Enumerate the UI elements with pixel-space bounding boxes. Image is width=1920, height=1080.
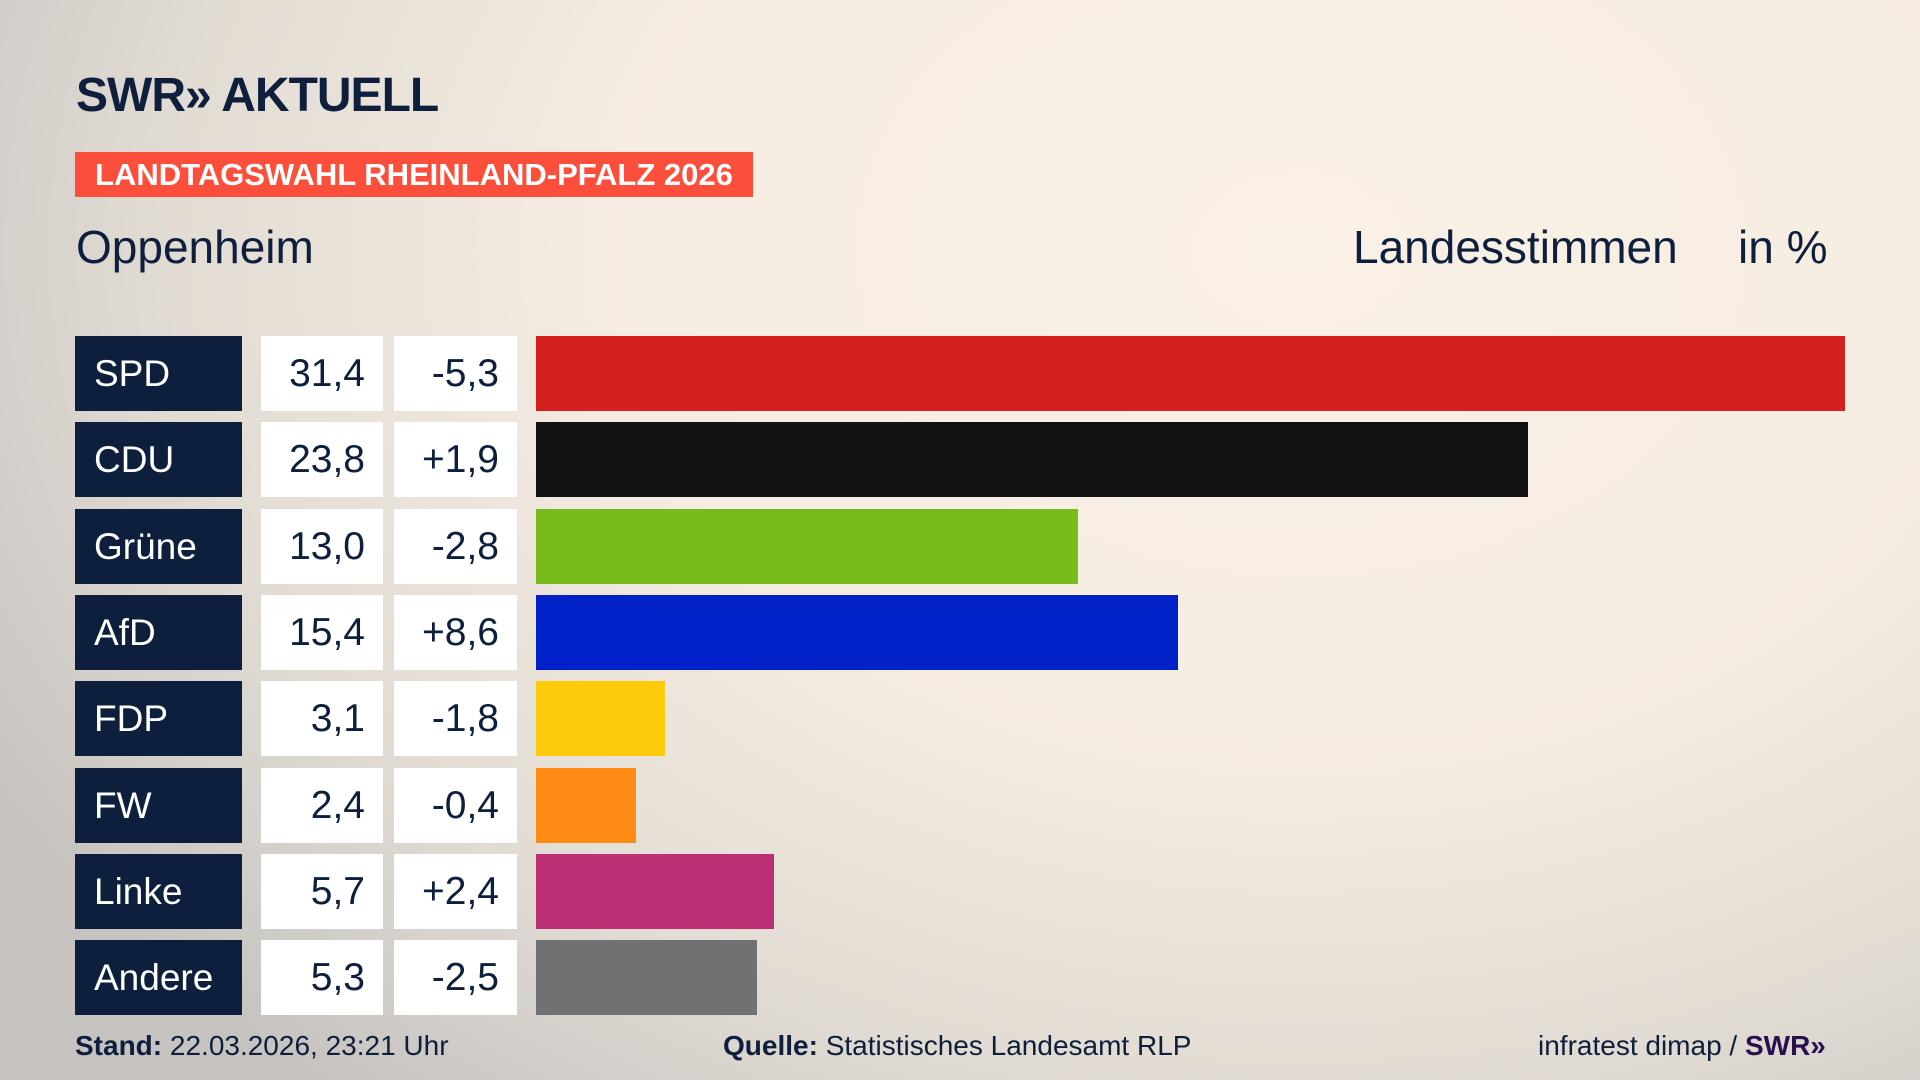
vote-type-label: Landesstimmen [1353,221,1678,273]
value-label: 31,4 [261,336,383,411]
bar [536,940,757,1016]
bar [536,767,637,843]
value-label: 5,3 [261,940,383,1016]
diff-label: -2,5 [394,940,517,1016]
party-label: Andere [75,940,242,1016]
chart-row: Andere 5,3 -2,5 [75,940,1875,1016]
credit: infratest dimap / SWR» [1538,1030,1826,1062]
value-label: 2,4 [261,767,383,843]
bar [536,681,666,757]
value-label: 3,1 [261,681,383,757]
diff-label: -5,3 [394,336,517,411]
diff-label: -0,4 [394,767,517,843]
bar [536,422,1529,498]
party-label: Linke [75,853,242,929]
source: Quelle: Statistisches Landesamt RLP [723,1030,1191,1062]
diff-label: +1,9 [394,422,517,498]
election-badge: LANDTAGSWAHL RHEINLAND-PFALZ 2026 [75,152,753,197]
diff-label: +8,6 [394,594,517,670]
chart-row: Grüne 13,0 -2,8 [75,508,1875,584]
chart-row: SPD 31,4 -5,3 [75,336,1875,411]
stand-label: Stand: [75,1030,163,1061]
party-label: SPD [75,336,242,411]
chart-row: AfD 15,4 +8,6 [75,594,1875,670]
value-label: 23,8 [261,422,383,498]
value-label: 5,7 [261,853,383,929]
stand-value: 22.03.2026, 23:21 Uhr [169,1030,449,1061]
chart-row: CDU 23,8 +1,9 [75,422,1875,498]
bar [536,336,1845,411]
party-label: CDU [75,422,242,498]
chart-row: FW 2,4 -0,4 [75,767,1875,843]
bar [536,853,774,929]
value-label: 15,4 [261,594,383,670]
value-label: 13,0 [261,508,383,584]
chart-row: FDP 3,1 -1,8 [75,681,1875,757]
diff-label: +2,4 [394,853,517,929]
chart-row: Linke 5,7 +2,4 [75,853,1875,929]
bar [536,508,1078,584]
source-value: Statistisches Landesamt RLP [825,1030,1192,1061]
party-label: FDP [75,681,242,757]
source-label: Quelle: [723,1030,818,1061]
timestamp: Stand: 22.03.2026, 23:21 Uhr [75,1030,449,1062]
party-label: AfD [75,594,242,670]
unit-label: in % [1738,221,1828,273]
swr-aktuell-logo: SWR» AKTUELL [76,69,439,122]
swr-logo: SWR» [1744,1030,1826,1061]
credit-text: infratest dimap / [1538,1030,1738,1061]
bar [536,594,1178,670]
region-title: Oppenheim [76,221,314,273]
party-label: FW [75,767,242,843]
diff-label: -1,8 [394,681,517,757]
diff-label: -2,8 [394,508,517,584]
party-label: Grüne [75,508,242,584]
